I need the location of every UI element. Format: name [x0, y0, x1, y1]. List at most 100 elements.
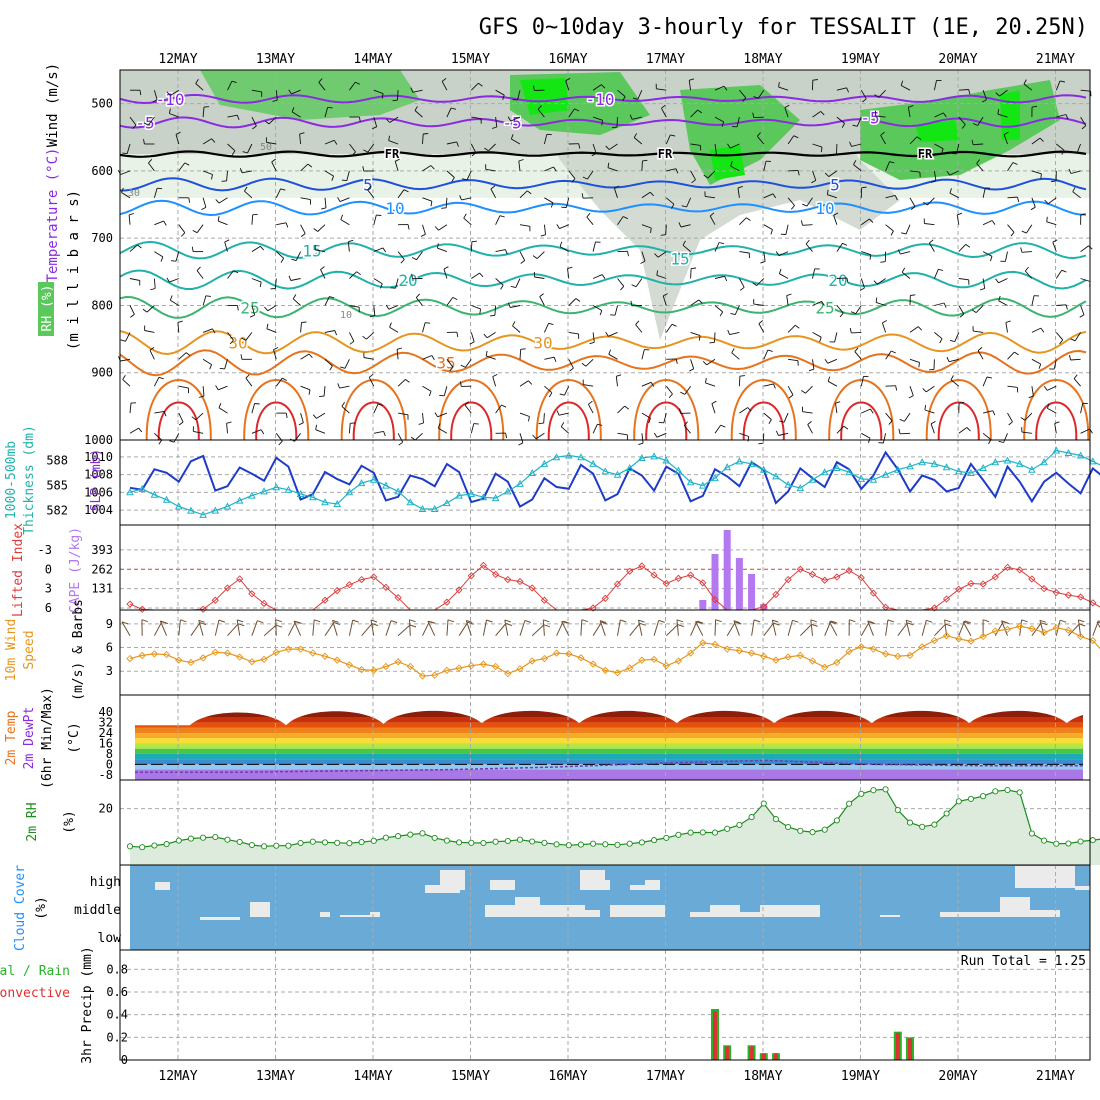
lifted-index-marker	[589, 604, 597, 612]
wind-barb	[300, 224, 306, 234]
wind-barb-flag	[746, 217, 751, 221]
chart-title: GFS 0~10day 3-hourly for TESSALIT (1E, 2…	[479, 15, 1088, 40]
wind-barb-flag	[681, 205, 687, 208]
wind-barb-flag	[1028, 395, 1034, 399]
lifted-index-marker	[321, 596, 329, 604]
temperature-band	[135, 753, 1083, 760]
wind-barb-flag	[420, 233, 426, 237]
thickness-marker	[796, 484, 805, 492]
wind-barb	[656, 432, 667, 438]
cape-axis-label: CAPE (J/kg)	[68, 527, 83, 613]
wind-barb	[661, 108, 667, 118]
wind-barb	[218, 385, 228, 391]
wind-barb-flag	[218, 403, 222, 408]
wind-barb	[901, 271, 911, 279]
cloud-block	[570, 910, 600, 917]
wind-barb	[934, 302, 945, 306]
wind-barb	[714, 85, 725, 91]
wind-barb	[173, 433, 180, 443]
wind-barb-flag	[143, 139, 145, 145]
thickness-marker	[601, 467, 610, 475]
wind-barb-flag	[260, 246, 265, 251]
wind-barb-10m	[695, 621, 704, 636]
wind-barb-flag	[460, 364, 466, 368]
wind-barb-flag	[1065, 304, 1068, 310]
wind-barb	[812, 300, 822, 306]
lifted-index-marker	[699, 579, 707, 587]
date-label-top: 12MAY	[158, 52, 197, 67]
rh-bright-area	[710, 145, 745, 180]
wind-barb	[615, 376, 618, 387]
wind-barb-10m	[178, 619, 181, 636]
wind-speed-marker	[613, 669, 622, 677]
wind-barb-flag	[411, 273, 413, 279]
cloud-block	[600, 880, 610, 890]
wind-barb	[753, 303, 764, 306]
y-tick-label: 582	[46, 504, 68, 518]
wind-barb	[318, 82, 326, 91]
date-label-top: 13MAY	[256, 52, 295, 67]
wind-barb-flag	[622, 96, 626, 102]
wind-barb-flag	[242, 151, 248, 154]
wind-barb	[395, 278, 399, 289]
temperature-band	[135, 759, 1083, 765]
wind-barb	[662, 295, 667, 306]
wind-barb-flag	[691, 267, 697, 270]
wind-barb-flag	[383, 431, 386, 437]
thickness-marker	[625, 464, 634, 472]
thickness-marker	[918, 458, 927, 466]
y-tick-label: 3	[106, 664, 113, 678]
wind-speed-marker	[650, 655, 658, 664]
wind-barb	[739, 89, 747, 99]
wind-barb-flag	[1020, 417, 1026, 421]
wind-barb-flag	[718, 242, 725, 245]
rh-marker	[553, 841, 560, 848]
wind-barb-flag	[839, 312, 844, 318]
wind-barb-flag	[894, 195, 898, 201]
lifted-index-marker	[845, 566, 853, 575]
lifted-index-marker	[211, 596, 219, 604]
lifted-index-marker	[942, 595, 951, 603]
wind-barb-flag	[120, 339, 126, 342]
wind-barb	[245, 332, 253, 341]
date-label-top: 19MAY	[841, 52, 880, 67]
wind-barb-flag	[356, 271, 361, 276]
wind-barb-10m	[251, 620, 258, 636]
wind-barb-10m-flag	[238, 623, 245, 627]
wind-barb	[812, 359, 815, 370]
wind-barb-flag	[479, 308, 482, 314]
wind-barb-flag	[891, 350, 896, 354]
rh-marker	[967, 795, 974, 802]
lifted-index-marker	[1052, 588, 1060, 597]
wind-barb-10m-flag	[427, 620, 435, 624]
thickness-marker	[686, 478, 695, 486]
wind-barb-flag	[489, 314, 495, 317]
wind-barb-flag	[918, 362, 920, 368]
wind-barb	[788, 169, 799, 172]
wind-barb-flag	[150, 288, 156, 291]
rh-marker	[711, 829, 719, 836]
cloud-block	[370, 912, 380, 917]
wind-barb-flag	[740, 286, 745, 291]
wind-barb-flag	[278, 440, 283, 446]
rh-marker	[285, 842, 292, 849]
wind-barb-10m	[198, 620, 204, 636]
temperature-band	[135, 727, 1083, 734]
thickness-marker	[174, 502, 183, 510]
wind-barb	[779, 273, 789, 279]
wind-barb	[834, 332, 838, 343]
wind-barb-10m-flag	[944, 619, 951, 623]
thickness-marker	[735, 457, 744, 465]
cloud-block	[340, 915, 370, 917]
surface-heat-contour	[255, 401, 298, 441]
wind-barb	[778, 86, 789, 91]
wind-barb-flag	[331, 175, 335, 181]
wind-barb-10m-flag	[658, 619, 665, 623]
wind-barb	[956, 143, 960, 154]
y-tick-label: 6	[45, 601, 52, 615]
rh-marker	[126, 843, 134, 850]
wind-barb	[860, 278, 865, 289]
wind-barb-flag	[772, 193, 777, 199]
wind-barb-flag	[532, 85, 535, 91]
